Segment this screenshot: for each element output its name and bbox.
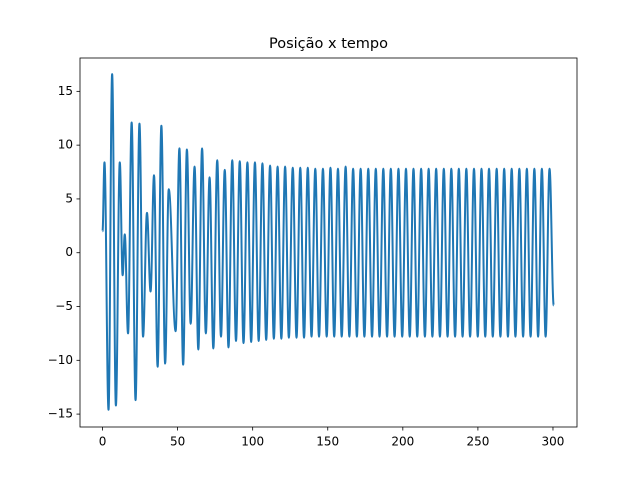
- y-tick-label: −5: [55, 299, 73, 313]
- x-tick-label: 50: [170, 435, 185, 449]
- y-tick-label: −15: [48, 407, 73, 421]
- x-tick-label: 250: [466, 435, 489, 449]
- chart-title: Posição x tempo: [269, 36, 388, 52]
- y-tick-label: 15: [58, 84, 73, 98]
- x-tick-label: 300: [542, 435, 565, 449]
- x-tick-label: 100: [241, 435, 264, 449]
- x-tick-label: 200: [391, 435, 414, 449]
- data-line: [101, 73, 555, 411]
- x-tick-label: 150: [316, 435, 339, 449]
- y-tick-label: 5: [65, 191, 73, 205]
- y-tick-label: 0: [65, 245, 73, 259]
- y-tick-label: 10: [58, 138, 73, 152]
- plot-frame: [79, 57, 578, 428]
- x-tick-label: 0: [99, 435, 107, 449]
- y-tick-label: −10: [48, 353, 73, 367]
